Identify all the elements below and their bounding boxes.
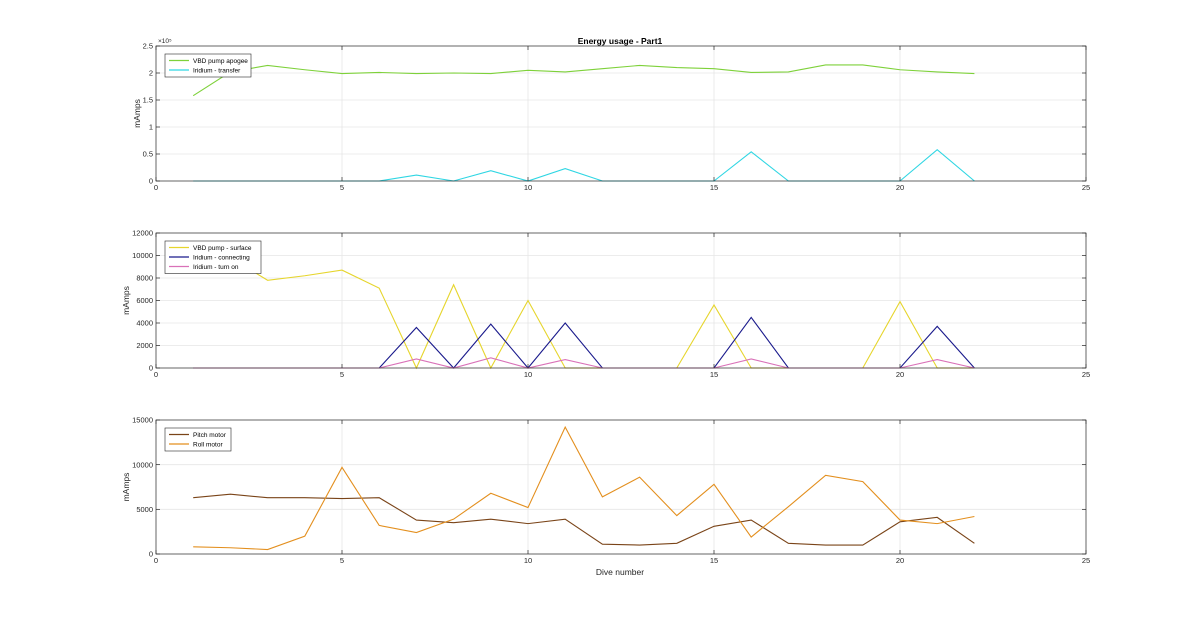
y-tick-label: 2000 — [136, 341, 153, 350]
axes-box — [155, 45, 1087, 182]
series-line-pitch-motor — [193, 493, 975, 546]
plot-2: 0 5 10 15 20 25 0 2000 4000 6000 8000 10000 12000 mAm… — [121, 229, 1090, 379]
plot-3: 0 5 10 15 20 25 0 5000 10000 15000 mAmps Pitch moto… — [121, 416, 1090, 565]
legend-box — [164, 427, 232, 452]
y-tick-label: 2.5 — [143, 42, 153, 51]
x-tick-label: 10 — [524, 556, 532, 565]
x-tick-label: 5 — [340, 556, 344, 565]
y-tick-label: 0 — [149, 177, 153, 186]
legend-entry: Roll motor — [193, 441, 223, 448]
plot-1: 0 5 10 15 20 25 0 0.5 1 1.5 2 2.5 ×10⁵ mAmps VBD pump … — [132, 38, 1090, 192]
plots-container: 0 5 10 15 20 25 0 0.5 1 1.5 2 2.5 ×10⁵ mAmps VBD pump … — [121, 38, 1090, 565]
x-tick-label: 25 — [1082, 183, 1090, 192]
legend-entry: VBD pump - surface — [193, 245, 252, 252]
x-tick-label: 15 — [710, 556, 718, 565]
legend-box — [164, 53, 252, 78]
legend: VBD pump - surface Iridium - connecting Ir… — [164, 240, 262, 274]
x-tick-label: 20 — [896, 183, 904, 192]
legend-entry: VBD pump apogee — [193, 58, 248, 65]
y-exponent-label: ×10⁵ — [158, 38, 172, 45]
y-axis-label: mAmps — [121, 286, 131, 315]
y-tick-label: 10000 — [132, 251, 153, 260]
x-tick-label: 5 — [340, 370, 344, 379]
x-tick-label: 20 — [896, 370, 904, 379]
figure-title: Energy usage - Part1 — [578, 36, 663, 46]
axes-box — [155, 419, 1087, 555]
series-line-vbd-pump-apogee — [192, 64, 975, 97]
legend-entry: Pitch motor — [193, 432, 227, 439]
x-tick-label: 0 — [154, 183, 158, 192]
y-tick-label: 1 — [149, 123, 153, 132]
legend: VBD pump apogee Iridium - transfer — [164, 53, 252, 78]
x-tick-label: 15 — [710, 370, 718, 379]
legend-entry: Iridium - turn on — [193, 264, 239, 271]
y-tick-label: 4000 — [136, 319, 153, 328]
x-tick-label: 0 — [154, 556, 158, 565]
y-tick-label: 10000 — [132, 460, 153, 469]
series-line-roll-motor — [193, 425, 975, 551]
plot-area — [156, 46, 1086, 181]
y-tick-label: 0.5 — [143, 150, 153, 159]
y-tick-label: 1.5 — [143, 96, 153, 105]
legend: Pitch motor Roll motor — [164, 427, 232, 452]
x-tick-label: 20 — [896, 556, 904, 565]
legend-entry: Iridium - connecting — [193, 254, 250, 261]
x-axis-label: Dive number — [596, 567, 644, 577]
y-tick-label: 6000 — [136, 296, 153, 305]
y-tick-label: 0 — [149, 550, 153, 559]
y-tick-label: 2 — [149, 69, 153, 78]
y-axis-label: mAmps — [132, 99, 142, 128]
y-tick-label: 15000 — [132, 416, 153, 425]
y-tick-label: 12000 — [132, 229, 153, 238]
y-axis-label: mAmps — [121, 473, 131, 502]
y-tick-label: 8000 — [136, 274, 153, 283]
y-tick-label: 0 — [149, 364, 153, 373]
y-tick-label: 5000 — [136, 505, 153, 514]
x-tick-label: 10 — [524, 183, 532, 192]
x-tick-label: 5 — [340, 183, 344, 192]
x-tick-label: 10 — [524, 370, 532, 379]
x-tick-label: 15 — [710, 183, 718, 192]
x-tick-label: 25 — [1082, 556, 1090, 565]
x-tick-label: 0 — [154, 370, 158, 379]
legend-entry: Iridium - transfer — [193, 67, 241, 74]
x-tick-label: 25 — [1082, 370, 1090, 379]
